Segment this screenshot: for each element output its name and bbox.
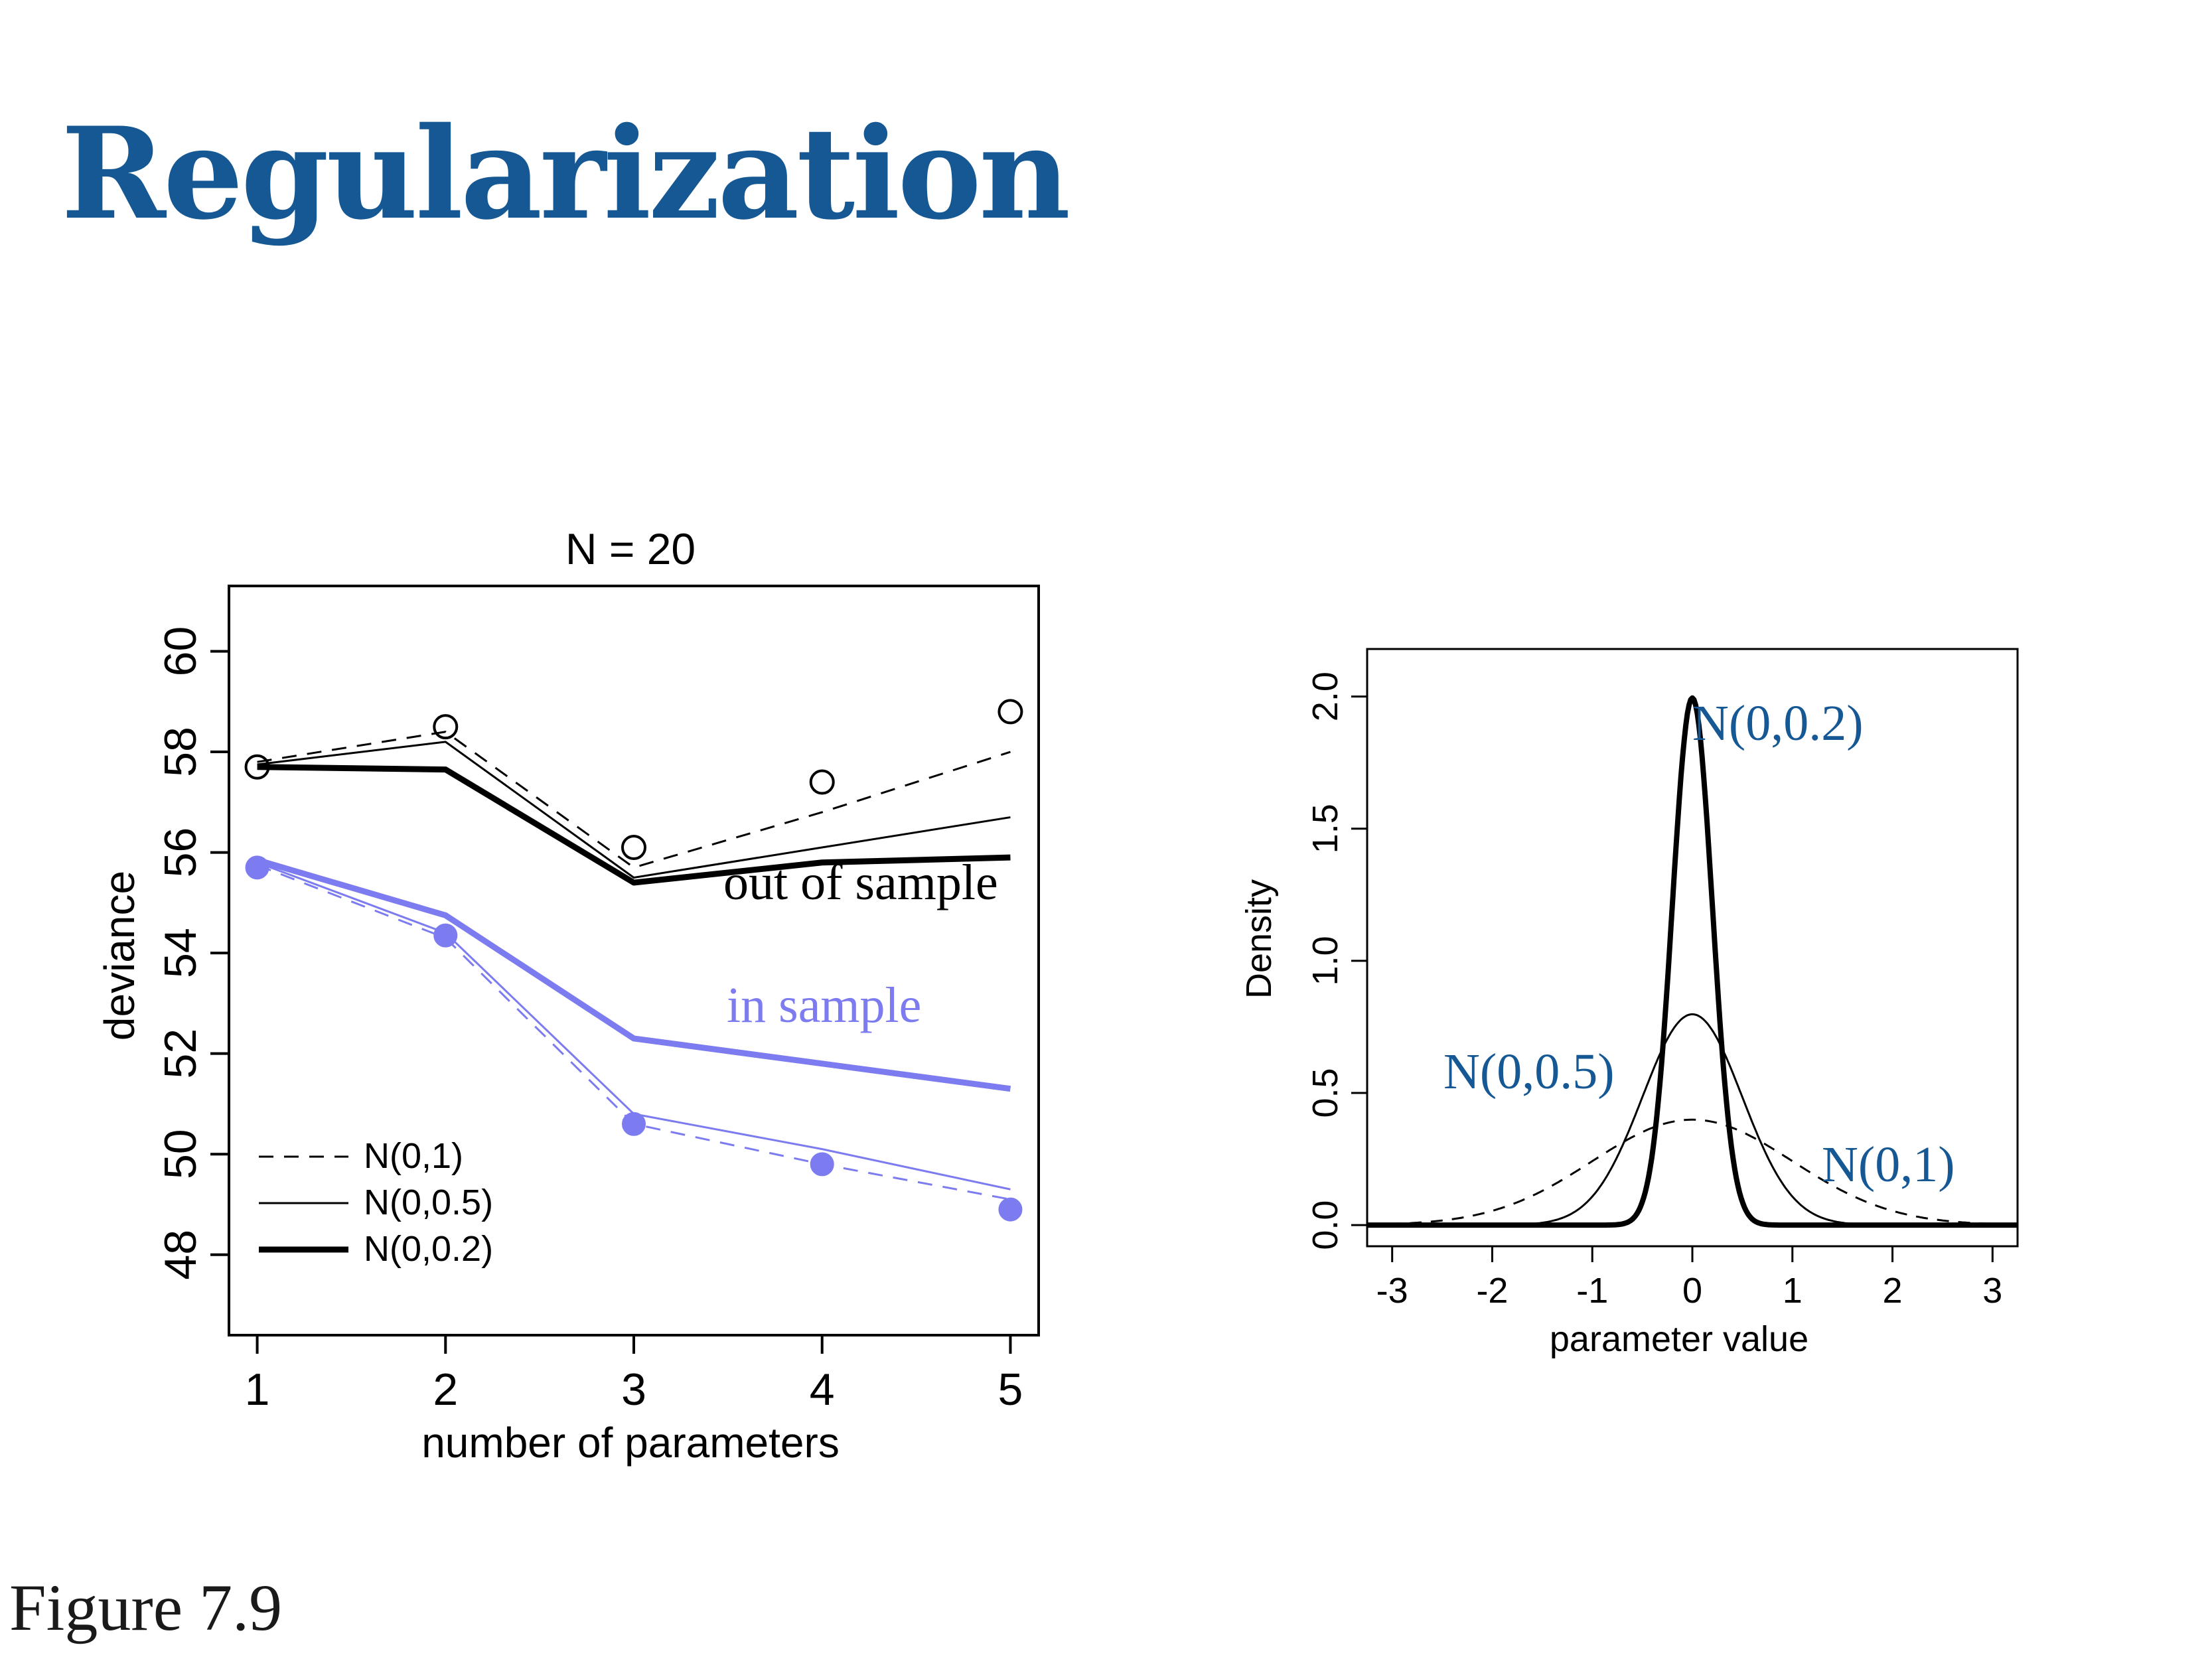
y-axis-label: deviance <box>96 871 143 1041</box>
x-axis-label: number of parameters <box>421 1419 840 1467</box>
x-tick-label: 2 <box>1883 1271 1903 1311</box>
y-axis-label: Density <box>1239 879 1279 999</box>
series-line-in_sample-thick <box>256 857 1011 1092</box>
out-sample-point <box>809 769 835 795</box>
y-tick-label: 54 <box>155 928 206 978</box>
y-tick-label: 1.5 <box>1305 804 1345 853</box>
in-sample-point <box>245 855 269 880</box>
slide-title: Regularization <box>61 100 1070 248</box>
x-tick-label: -2 <box>1476 1271 1508 1311</box>
n1-annotation: N(0,1) <box>1822 1137 1955 1192</box>
x-tick-label: 1 <box>245 1364 270 1415</box>
out-sample-point <box>621 835 646 861</box>
out-sample-point <box>244 754 270 780</box>
in-sample-point <box>433 923 458 948</box>
series-line-out_sample-thick <box>257 764 1011 886</box>
n05-annotation: N(0,0.5) <box>1443 1044 1615 1100</box>
density-chart: -3 -2 -1 0 1 2 3 0.0 0.5 1.0 1.5 2.0 parameter valu… <box>1239 648 2019 1359</box>
series-line-out_sample-dashed <box>257 731 1011 869</box>
out-sample-point <box>997 699 1023 725</box>
y-tick-label: 1.0 <box>1305 936 1345 985</box>
y-tick-label: 56 <box>155 828 206 878</box>
x-tick-label: 5 <box>998 1364 1023 1415</box>
y-tick-label: 58 <box>155 727 206 777</box>
x-tick-label: -3 <box>1376 1271 1408 1311</box>
out-of-sample-label: out of sample <box>723 855 998 910</box>
y-tick-label: 2.0 <box>1305 672 1345 721</box>
x-tick-label: 3 <box>621 1364 646 1415</box>
legend-label-n005: N(0,0.5) <box>364 1183 493 1222</box>
x-tick-label: 0 <box>1682 1271 1702 1311</box>
x-tick-label: 2 <box>433 1364 458 1415</box>
figure-caption: Figure 7.9 <box>9 1571 283 1644</box>
in-sample-point <box>998 1197 1023 1222</box>
y-tick-label: 0.5 <box>1305 1068 1345 1118</box>
series-line-out_sample-thin <box>257 741 1011 879</box>
x-tick-label: -1 <box>1576 1271 1608 1311</box>
density-curve-thick <box>1366 695 2019 1228</box>
out-sample-point <box>433 714 459 740</box>
in-sample-point <box>622 1112 646 1136</box>
in-sample-label: in sample <box>727 977 921 1033</box>
legend-label-n002: N(0,0.2) <box>364 1229 493 1269</box>
y-tick-label: 52 <box>155 1029 206 1079</box>
in-sample-point <box>810 1152 834 1177</box>
chart-title: N = 20 <box>565 524 696 573</box>
y-tick-label: 60 <box>155 626 206 677</box>
x-tick-label: 4 <box>810 1364 835 1415</box>
y-tick-label: 48 <box>155 1230 206 1280</box>
x-tick-label: 1 <box>1783 1271 1803 1311</box>
y-tick-label: 50 <box>155 1129 206 1179</box>
density-curve-dashed <box>1367 1118 2018 1226</box>
n02-annotation: N(0,0.2) <box>1692 695 1864 751</box>
legend-label-n01: N(0,1) <box>364 1136 463 1176</box>
plot-frame <box>228 585 1040 1336</box>
x-tick-label: 3 <box>1982 1271 2002 1311</box>
deviance-chart: 1 2 3 4 5 48 50 52 54 56 58 60 N = 20 number of par… <box>96 524 1040 1467</box>
y-tick-label: 0.0 <box>1305 1200 1345 1250</box>
x-axis-label: parameter value <box>1550 1319 1808 1359</box>
